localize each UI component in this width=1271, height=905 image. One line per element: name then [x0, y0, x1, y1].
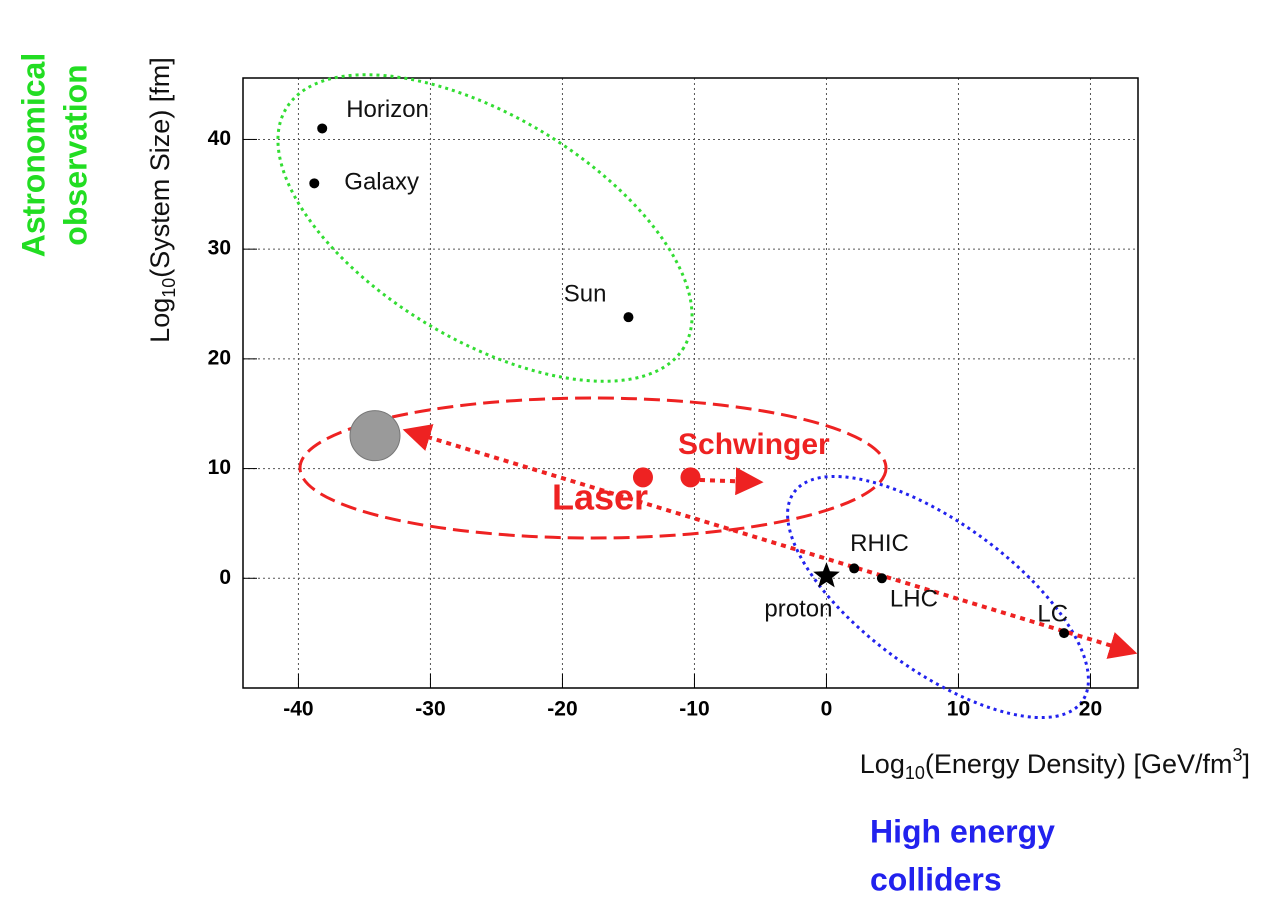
annotation: Schwinger — [678, 428, 830, 461]
point-label: RHIC — [850, 530, 909, 557]
point-label: LC — [1037, 600, 1068, 627]
y-tick-label: 0 — [219, 566, 231, 589]
y-tick-label: 10 — [208, 456, 231, 479]
plot-frame — [242, 77, 1139, 689]
point — [1059, 628, 1070, 639]
astro-ellipse — [276, 73, 694, 383]
point — [623, 312, 634, 323]
x-tick-label: 10 — [947, 698, 970, 721]
x-tick-label: -20 — [547, 698, 577, 721]
point — [813, 562, 840, 588]
point — [876, 573, 887, 584]
x-tick-label: 0 — [821, 698, 833, 721]
point — [849, 563, 860, 574]
y-tick-label: 30 — [208, 237, 231, 260]
x-axis-title: Log10(Energy Density) [GeV/fm3] — [860, 745, 1250, 783]
y-tick-label: 20 — [208, 346, 231, 369]
x-tick-label: -10 — [679, 698, 709, 721]
collider-ellipse — [786, 474, 1090, 720]
arrow — [402, 424, 1138, 659]
x-tick-label: -40 — [283, 698, 313, 721]
annotation: Laser — [552, 477, 648, 518]
point — [632, 467, 653, 488]
x-tick-label: 20 — [1079, 698, 1102, 721]
point-label: Sun — [564, 281, 607, 308]
point-label: LHC — [890, 586, 938, 613]
point — [680, 467, 701, 488]
moon — [349, 410, 401, 462]
x-tick-label: -30 — [415, 698, 445, 721]
annotation: High energy — [870, 813, 1055, 849]
point-label: Horizon — [346, 96, 429, 123]
point-label: proton — [764, 595, 832, 622]
annotation: Astronomical — [15, 53, 51, 257]
point-label: Galaxy — [344, 169, 419, 196]
arrow — [699, 467, 764, 496]
point — [317, 123, 328, 134]
annotation: colliders — [870, 861, 1002, 897]
y-axis-title: Log10(System Size) [fm] — [145, 57, 179, 343]
y-tick-label: 40 — [208, 127, 231, 150]
annotation: observation — [57, 64, 93, 245]
point — [309, 178, 320, 189]
